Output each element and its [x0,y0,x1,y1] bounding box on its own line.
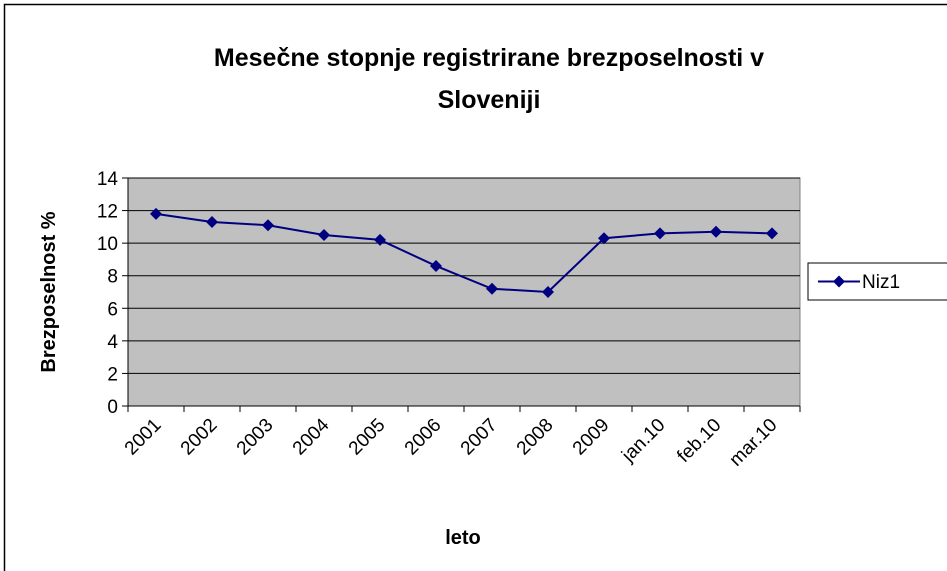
y-tick-label: 10 [97,234,118,255]
y-tick-label: 14 [97,169,119,190]
point-marker [262,219,274,232]
point-marker [598,232,610,245]
y-tick-label: 2 [107,364,118,385]
point-marker [542,286,554,298]
point-marker [206,215,218,228]
y-tick-label: 0 [107,397,118,418]
point-marker [150,207,162,220]
point-marker [654,227,666,240]
point-marker [430,259,442,272]
point-marker [486,282,498,295]
x-axis-title: leto [445,527,481,549]
plot-area [127,177,801,407]
y-tick-label: 12 [97,202,118,223]
legend-label: Niz1 [862,272,900,293]
y-tick-label: 8 [107,267,118,288]
point-marker [374,233,386,246]
y-tick-label: 6 [107,299,118,320]
series-line [155,212,773,294]
chart-title-line2: Sloveniji [438,86,541,114]
chart-title: Mesečne stopnje registrirane brezposelno… [214,44,764,72]
point-marker [710,225,722,238]
y-axis-title: Brezposelnost % [38,211,60,372]
y-tick-label: 4 [107,332,118,353]
point-marker [766,227,778,240]
legend-marker [833,275,845,288]
point-marker [318,229,330,241]
